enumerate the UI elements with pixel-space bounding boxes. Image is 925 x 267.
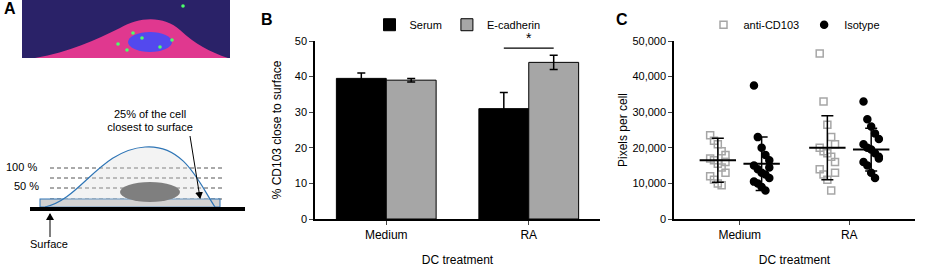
svg-text:Serum: Serum: [410, 19, 442, 31]
svg-text:E-cadherin: E-cadherin: [487, 19, 540, 31]
svg-text:RA: RA: [841, 228, 858, 242]
svg-text:Pixels per cell: Pixels per cell: [616, 93, 630, 167]
svg-text:0: 0: [660, 213, 666, 225]
svg-text:30,000: 30,000: [632, 106, 666, 118]
svg-text:30: 30: [295, 106, 307, 118]
svg-text:50,000: 50,000: [632, 35, 666, 47]
svg-text:50: 50: [295, 35, 307, 47]
svg-text:40,000: 40,000: [632, 70, 666, 82]
svg-text:DC treatment: DC treatment: [759, 253, 831, 267]
svg-text:% CD103 close to surface: % CD103 close to surface: [270, 60, 284, 199]
svg-text:10: 10: [295, 177, 307, 189]
svg-text:10,000: 10,000: [632, 177, 666, 189]
svg-text:closest to surface: closest to surface: [107, 121, 193, 133]
svg-text:C: C: [616, 11, 628, 28]
svg-text:20,000: 20,000: [632, 142, 666, 154]
svg-text:20: 20: [295, 142, 307, 154]
svg-text:anti-CD103: anti-CD103: [744, 19, 800, 31]
svg-text:Medium: Medium: [365, 228, 408, 242]
svg-text:*: *: [526, 30, 532, 46]
svg-text:0: 0: [301, 213, 307, 225]
svg-text:25% of the cell: 25% of the cell: [114, 108, 186, 120]
svg-text:B: B: [261, 11, 273, 28]
svg-text:40: 40: [295, 70, 307, 82]
svg-text:100 %: 100 %: [6, 161, 37, 173]
svg-text:DC treatment: DC treatment: [422, 253, 494, 267]
svg-text:Medium: Medium: [718, 228, 761, 242]
svg-text:Isotype: Isotype: [844, 19, 879, 31]
svg-text:A: A: [4, 0, 16, 17]
svg-text:RA: RA: [520, 228, 537, 242]
svg-text:50 %: 50 %: [14, 180, 39, 192]
svg-text:Surface: Surface: [30, 238, 68, 250]
